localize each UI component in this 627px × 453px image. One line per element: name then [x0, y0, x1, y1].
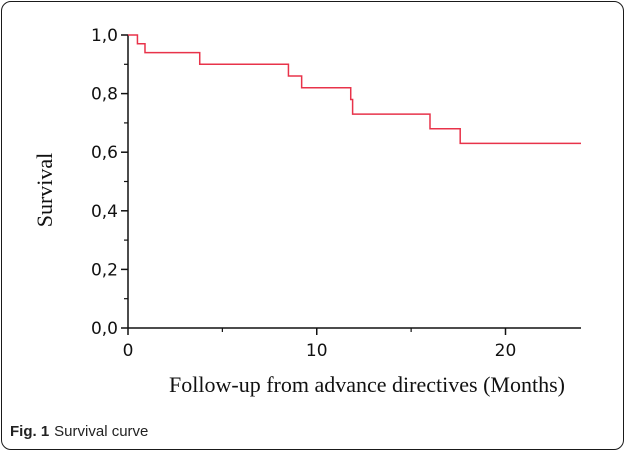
series [128, 34, 581, 145]
y-axis-title: Survival [32, 153, 57, 228]
tick-marks [121, 34, 507, 335]
x-tick-label: 20 [495, 341, 517, 361]
y-tick-label: 0,6 [91, 143, 118, 163]
axes [127, 35, 581, 329]
survival-step-line [128, 34, 581, 145]
y-tick-label: 0,2 [91, 260, 118, 280]
tick-labels: 0,0 0,2 0,4 0,6 0,8 1,0 0 10 20 [91, 26, 516, 361]
y-tick-label: 1,0 [91, 26, 118, 46]
y-tick-label: 0,0 [91, 319, 118, 339]
y-tick-label: 0,8 [91, 85, 118, 105]
x-axis-title: Follow-up from advance directives (Month… [169, 372, 565, 397]
figure-caption: Fig. 1 Survival curve [10, 423, 148, 440]
x-tick-label: 10 [306, 341, 328, 361]
figure-caption-text: Survival curve [54, 423, 149, 440]
figure-label: Fig. 1 [10, 423, 50, 440]
y-tick-label: 0,4 [91, 202, 118, 222]
x-tick-label: 0 [123, 341, 134, 361]
